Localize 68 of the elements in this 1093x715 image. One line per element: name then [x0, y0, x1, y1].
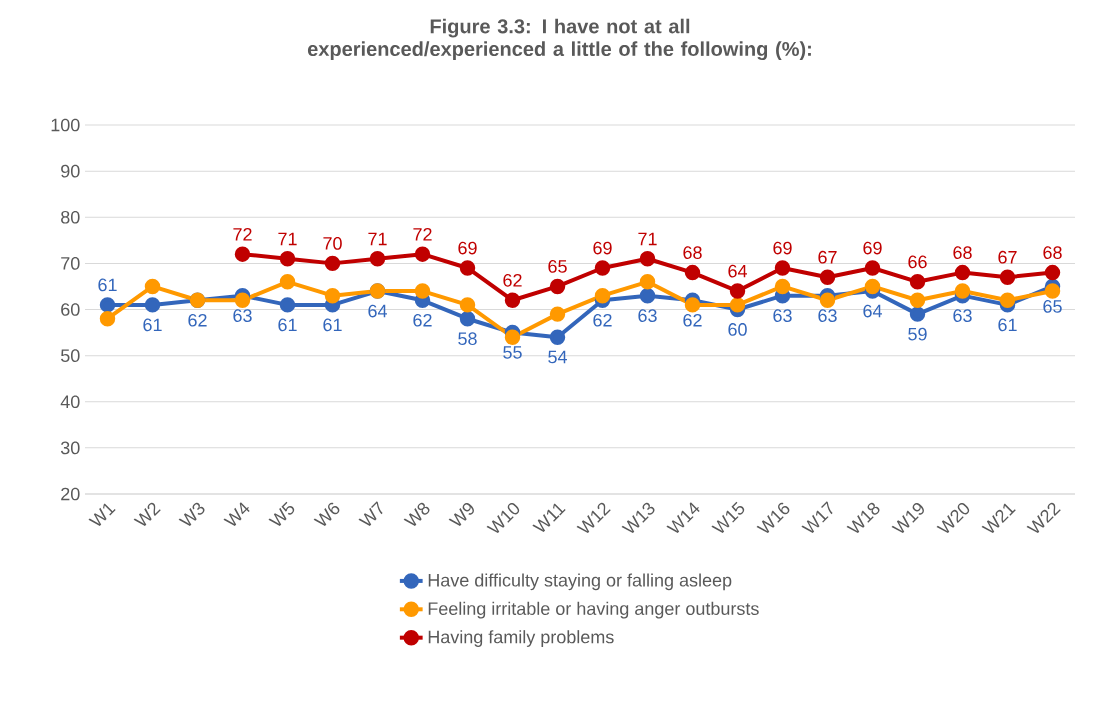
x-tick-label: W1	[88, 503, 116, 526]
data-label: 62	[593, 313, 612, 327]
y-tick-label: 30	[60, 441, 80, 455]
data-label: 68	[683, 246, 702, 259]
x-tick-label: W5	[268, 501, 295, 526]
data-label: 72	[233, 227, 252, 241]
data-label: 61	[98, 278, 117, 292]
x-tick-label: W11	[532, 503, 566, 533]
legend-label: Have difficulty staying or falling asleep	[428, 573, 732, 591]
legend-label: Feeling irritable or having anger outbursts	[428, 601, 759, 619]
y-tick-label: 80	[61, 210, 80, 224]
data-label: 60	[728, 323, 747, 336]
data-label: 59	[908, 327, 927, 341]
y-tick-label: 100	[51, 118, 80, 132]
x-tick-label: W8	[403, 502, 430, 527]
data-label: 69	[458, 241, 477, 255]
data-label: 68	[1043, 246, 1062, 259]
data-label: 71	[368, 232, 387, 246]
data-label: 63	[233, 309, 252, 322]
data-label: 68	[953, 246, 972, 259]
data-label: 63	[638, 309, 657, 322]
y-tick-label: 50	[60, 349, 80, 362]
x-tick-label: W3	[178, 502, 205, 527]
x-tick-label: W2	[133, 502, 161, 527]
data-label: 62	[683, 313, 702, 327]
data-label: 67	[818, 250, 837, 264]
data-label: 67	[998, 250, 1017, 264]
x-tick-label: W20	[936, 502, 970, 534]
x-tick-label: W19	[891, 503, 924, 534]
x-tick-label: W21	[981, 503, 1016, 534]
data-label: 63	[953, 309, 972, 322]
chart-title: Figure 3.3: I have not at all experienced/experienced a little of the following (%):	[307, 18, 811, 61]
data-label: 64	[863, 304, 882, 318]
data-label: 65	[1043, 300, 1062, 313]
data-label: 58	[458, 332, 477, 346]
data-label: 69	[593, 241, 612, 255]
y-tick-label: 40	[60, 395, 80, 409]
data-label: 72	[413, 227, 432, 241]
x-tick-label: W4	[223, 502, 250, 526]
data-label: 61	[998, 318, 1017, 332]
data-label: 63	[773, 309, 792, 322]
data-label: 61	[143, 318, 162, 332]
legend-label: Having family problems	[428, 630, 614, 647]
data-label: 62	[188, 313, 207, 327]
y-tick-label: 20	[61, 487, 80, 501]
data-label: 62	[503, 273, 522, 287]
y-tick-label: 60	[61, 303, 80, 316]
data-label: 66	[908, 255, 927, 269]
data-label: 71	[638, 232, 657, 246]
data-label: 61	[323, 318, 342, 332]
data-label: 64	[728, 264, 747, 278]
data-label: 62	[413, 313, 432, 327]
x-tick-label: W7	[358, 501, 383, 526]
data-label: 71	[278, 232, 297, 246]
x-tick-label: W10	[486, 502, 520, 534]
data-label: 61	[278, 318, 297, 332]
data-label: 55	[503, 346, 522, 359]
data-label: 63	[818, 309, 837, 322]
y-tick-label: 70	[61, 257, 80, 270]
x-tick-label: W6	[313, 502, 340, 527]
data-label: 69	[773, 241, 792, 255]
data-label: 65	[548, 260, 567, 273]
data-label: 54	[548, 350, 567, 364]
x-tick-label: W9	[448, 503, 474, 527]
data-label: 70	[323, 237, 342, 250]
data-label: 69	[863, 241, 882, 255]
data-label: 64	[368, 304, 387, 318]
y-tick-label: 90	[61, 164, 80, 178]
